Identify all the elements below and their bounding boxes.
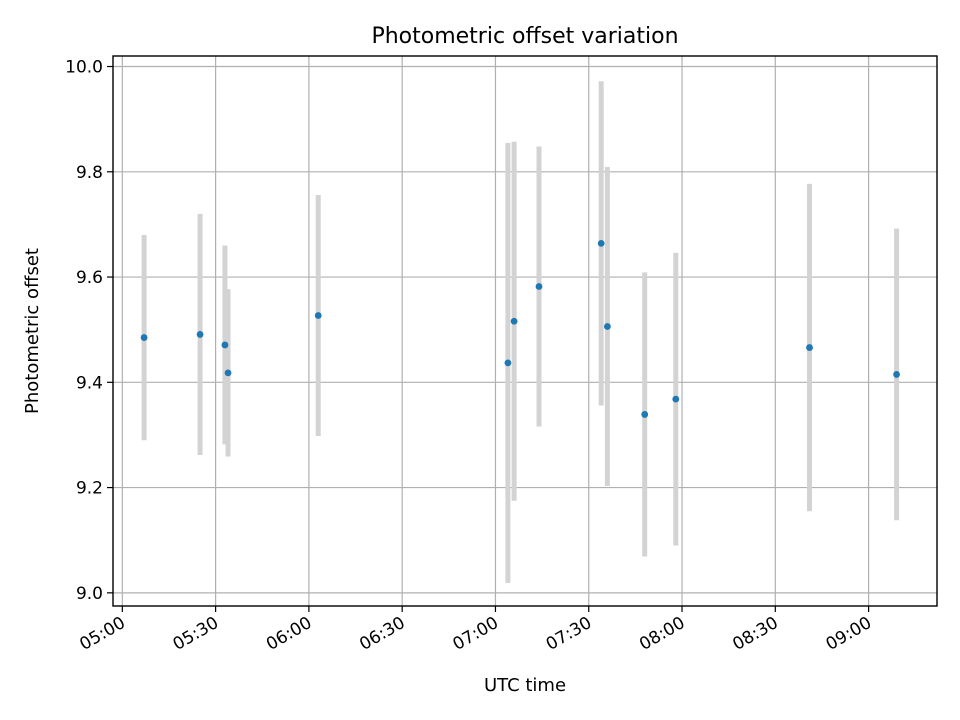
- data-point: [535, 283, 543, 290]
- y-tick-label: 9.2: [76, 479, 103, 499]
- x-tick-label: 07:00: [450, 613, 502, 655]
- data-point: [806, 344, 813, 351]
- data-point: [597, 239, 605, 247]
- data-point: [510, 317, 518, 325]
- x-tick-label: 06:30: [356, 613, 408, 655]
- y-tick-label: 9.8: [76, 163, 103, 183]
- chart-title: Photometric offset variation: [371, 24, 678, 49]
- data-point: [221, 341, 229, 349]
- x-tick-label: 08:30: [729, 613, 781, 655]
- y-axis-label: Photometric offset: [22, 248, 43, 414]
- y-axis-ticks: 9.0 9.2 9.4 9.6 9.8 10.0: [65, 58, 113, 604]
- data-point: [672, 395, 680, 403]
- x-tick-label: 09:00: [823, 613, 875, 655]
- data-point: [140, 334, 148, 341]
- x-tick-label: 08:00: [636, 613, 688, 655]
- y-tick-label: 9.4: [76, 373, 103, 393]
- data-point: [504, 359, 512, 367]
- data-point: [196, 331, 204, 338]
- data-point: [893, 371, 900, 378]
- x-tick-label: 06:00: [263, 613, 315, 655]
- x-tick-label: 05:30: [170, 613, 222, 655]
- y-tick-label: 9.6: [76, 268, 103, 288]
- y-tick-label: 10.0: [65, 58, 103, 78]
- plot-frame: [112, 55, 938, 607]
- grid: [113, 56, 937, 606]
- x-axis-label: UTC time: [484, 675, 566, 696]
- data-point: [314, 312, 322, 319]
- x-axis-ticks: 05:00 05:30 06:00 06:30 07:00 07:30 08:00 08:30…: [76, 606, 875, 655]
- data-point: [641, 411, 649, 418]
- x-tick-label: 05:00: [76, 613, 128, 655]
- x-tick-label: 07:30: [543, 613, 595, 655]
- error-bars: [141, 81, 900, 583]
- data-point: [224, 369, 232, 377]
- y-tick-label: 9.0: [76, 584, 103, 604]
- data-points: [140, 239, 900, 418]
- data-point: [604, 323, 611, 330]
